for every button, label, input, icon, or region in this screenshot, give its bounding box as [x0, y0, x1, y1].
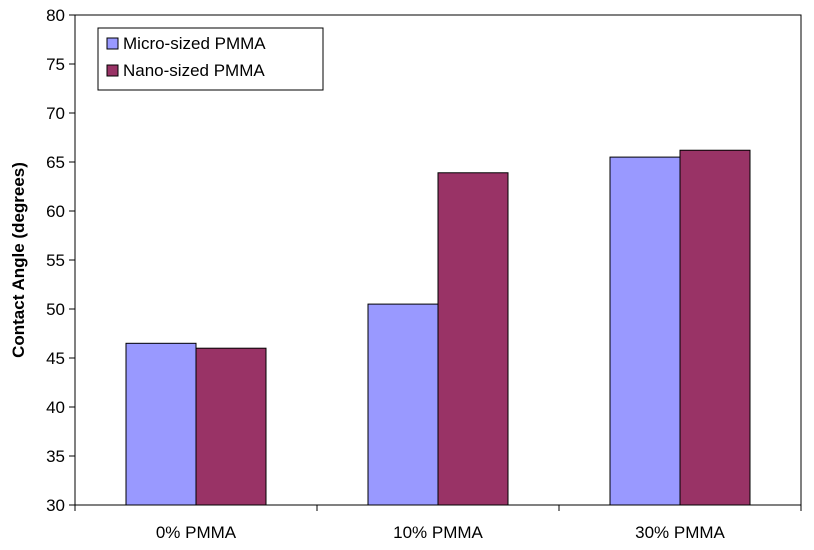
y-tick-label: 70	[46, 104, 65, 123]
y-tick-label: 65	[46, 153, 65, 172]
legend-box	[97, 27, 324, 91]
y-tick-label: 30	[46, 496, 65, 515]
x-tick-label: 10% PMMA	[393, 523, 483, 542]
bar-micro-1	[367, 303, 439, 506]
legend-label: Micro-sized PMMA	[123, 34, 266, 53]
bar-nano-2	[679, 149, 751, 506]
legend-label: Nano-sized PMMA	[123, 61, 265, 80]
bar-micro-0	[125, 342, 197, 506]
y-tick-label: 75	[46, 55, 65, 74]
y-tick-label: 45	[46, 349, 65, 368]
legend-swatch	[106, 64, 119, 77]
x-tick-label: 0% PMMA	[156, 523, 237, 542]
y-tick-label: 40	[46, 398, 65, 417]
y-axis-title: Contact Angle (degrees)	[9, 162, 28, 358]
bars-group	[125, 149, 751, 506]
y-tick-label: 60	[46, 202, 65, 221]
y-tick-label: 55	[46, 251, 65, 270]
x-axis: 0% PMMA 10% PMMA 30% PMMA	[74, 505, 802, 542]
y-tick-label: 80	[46, 6, 65, 25]
bar-nano-0	[195, 347, 267, 506]
legend: Micro-sized PMMA Nano-sized PMMA	[97, 27, 324, 91]
legend-swatch	[106, 37, 119, 50]
y-axis: 30 35 40 45 50 55 60 65 70 75 80	[46, 6, 75, 515]
y-tick-label: 35	[46, 447, 65, 466]
y-tick-label: 50	[46, 300, 65, 319]
bar-nano-1	[437, 172, 509, 506]
bar-micro-2	[609, 156, 681, 506]
x-tick-label: 30% PMMA	[635, 523, 725, 542]
